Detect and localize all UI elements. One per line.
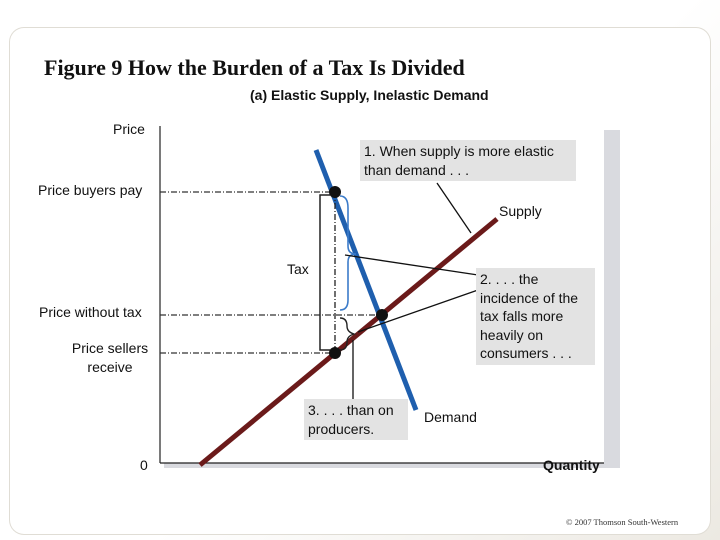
buyers-price-label: Price buyers pay xyxy=(38,182,143,198)
copyright-notice: © 2007 Thomson South-Western xyxy=(566,517,679,527)
buyer-burden-brace xyxy=(339,195,357,311)
callout2-pointer-upper xyxy=(344,254,479,276)
callout-elastic-supply: 1. When supply is more elastic than dema… xyxy=(360,140,576,181)
seller-price-point xyxy=(329,347,341,359)
figure-title: Figure 9 How the Burden of a Tax Is Divi… xyxy=(44,55,465,80)
callout-consumer-burden: 2. . . . the incidence of the tax falls … xyxy=(476,268,595,365)
tax-label: Tax xyxy=(287,261,309,277)
sellers-price-label: Price sellers receive xyxy=(71,340,149,375)
figure-subtitle: (a) Elastic Supply, Inelastic Demand xyxy=(250,87,489,103)
no-tax-price-label: Price without tax xyxy=(39,304,142,320)
callout2-pointer-lower xyxy=(357,289,479,333)
supply-label: Supply xyxy=(499,203,542,219)
supply-curve xyxy=(198,217,499,467)
equilibrium-point xyxy=(376,309,388,321)
callout1-pointer xyxy=(436,182,472,234)
callout-producer-burden: 3. . . . than on producers. xyxy=(304,399,408,440)
y-axis-label: Price xyxy=(113,121,145,137)
tax-bracket xyxy=(319,194,330,351)
seller-burden-brace xyxy=(339,317,357,351)
buyer-price-point xyxy=(329,186,341,198)
x-axis-label: Quantity xyxy=(543,457,600,473)
origin-label: 0 xyxy=(140,457,148,473)
demand-label: Demand xyxy=(424,409,477,425)
